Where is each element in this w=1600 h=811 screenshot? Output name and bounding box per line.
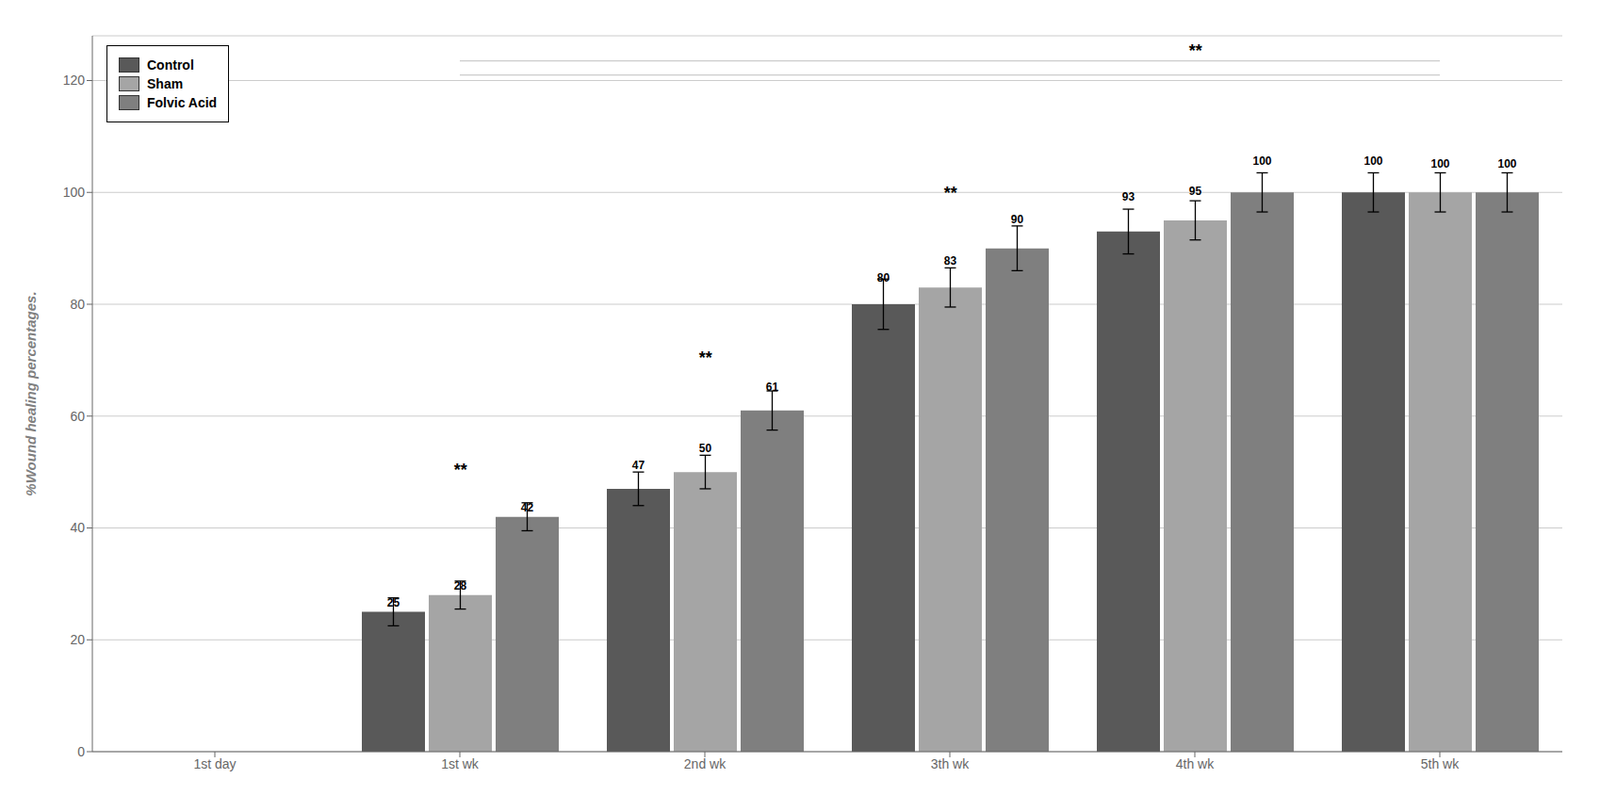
svg-text:40: 40: [69, 520, 85, 536]
svg-text:4th wk: 4th wk: [1175, 756, 1215, 772]
svg-text:100: 100: [1252, 154, 1272, 168]
svg-text:42: 42: [521, 501, 535, 515]
svg-text:50: 50: [699, 441, 713, 456]
svg-text:100: 100: [1497, 157, 1517, 171]
svg-text:47: 47: [632, 458, 646, 473]
svg-text:28: 28: [454, 579, 468, 593]
svg-text:93: 93: [1122, 190, 1136, 204]
svg-text:1st wk: 1st wk: [440, 756, 480, 772]
svg-text:20: 20: [69, 632, 85, 648]
svg-text:60: 60: [69, 408, 85, 425]
svg-text:**: **: [453, 460, 468, 480]
svg-text:100: 100: [1430, 157, 1450, 171]
svg-text:1st day: 1st day: [193, 756, 236, 772]
svg-text:**: **: [1188, 41, 1203, 61]
svg-text:100: 100: [1363, 154, 1383, 168]
svg-text:80: 80: [69, 296, 85, 312]
svg-text:25: 25: [387, 596, 401, 610]
svg-text:0: 0: [77, 744, 85, 760]
svg-text:**: **: [943, 183, 958, 203]
svg-text:2nd wk: 2nd wk: [684, 756, 727, 772]
svg-text:120: 120: [63, 72, 86, 88]
svg-text:5th wk: 5th wk: [1420, 756, 1460, 772]
svg-text:83: 83: [944, 254, 958, 268]
svg-text:61: 61: [766, 380, 780, 394]
svg-text:**: **: [698, 348, 713, 368]
svg-text:%Wound healing percentages.: %Wound healing percentages.: [22, 291, 39, 496]
html-text:Sham: Sham: [146, 76, 183, 92]
svg-text:80: 80: [877, 271, 891, 285]
svg-text:90: 90: [1011, 212, 1025, 227]
svg-text:95: 95: [1189, 184, 1203, 198]
html-text:Control: Control: [146, 57, 194, 73]
html-text:Folvic Acid: Folvic Acid: [146, 95, 217, 111]
svg-text:100: 100: [63, 184, 86, 200]
svg-text:3th wk: 3th wk: [930, 756, 970, 772]
